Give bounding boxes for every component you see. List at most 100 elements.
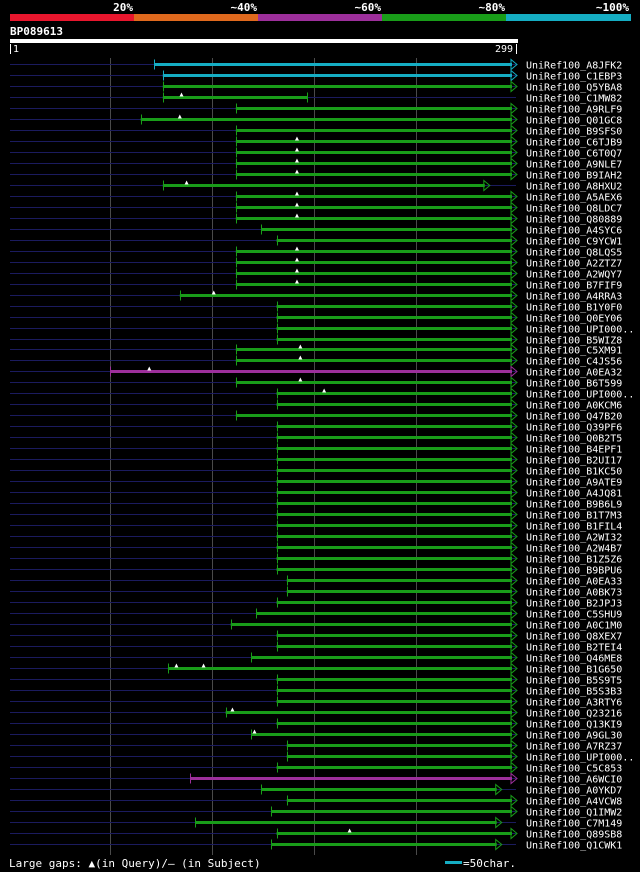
hit-label[interactable]: UniRef100_B5S3B3: [526, 687, 622, 698]
hit-label[interactable]: UniRef100_C5SHU9: [526, 610, 622, 621]
hit-label[interactable]: UniRef100_A3RTY6: [526, 698, 622, 709]
hit-label[interactable]: UniRef100_Q0EY06: [526, 314, 622, 325]
hit-label[interactable]: UniRef100_C4JS56: [526, 357, 622, 368]
hit-label[interactable]: UniRef100_A5AEX6: [526, 193, 622, 204]
hit-row[interactable]: UniRef100_Q8LDC7: [10, 201, 622, 215]
hit-row[interactable]: UniRef100_B9SFS0: [10, 124, 622, 138]
hit-row[interactable]: UniRef100_C5SHU9: [10, 607, 622, 621]
hit-label[interactable]: UniRef100_Q23216: [526, 709, 622, 720]
hit-label[interactable]: UniRef100_B2TEI4: [526, 643, 622, 654]
hit-label[interactable]: UniRef100_Q80889: [526, 215, 622, 226]
hit-row[interactable]: UniRef100_A5AEX6: [10, 190, 622, 204]
hit-label[interactable]: UniRef100_Q1CWK1: [526, 841, 622, 852]
hit-row[interactable]: UniRef100_Q13KI9: [10, 717, 622, 731]
hit-row[interactable]: UniRef100_B1FIL4: [10, 519, 622, 533]
hit-label[interactable]: UniRef100_A8HXU2: [526, 182, 622, 193]
hit-label[interactable]: UniRef100_C1EBP3: [526, 72, 622, 83]
hit-row[interactable]: UniRef100_A0YKD7: [10, 783, 622, 797]
hit-row[interactable]: UniRef100_A9NLE7: [10, 157, 622, 171]
hit-row[interactable]: UniRef100_Q1CWK1: [10, 838, 622, 852]
hit-row[interactable]: UniRef100_B5S9T5: [10, 673, 622, 687]
hit-label[interactable]: UniRef100_B1FIL4: [526, 522, 622, 533]
hit-row[interactable]: UniRef100_B9B6L9: [10, 497, 622, 511]
hit-row[interactable]: UniRef100_A0KCM6: [10, 398, 622, 412]
hit-label[interactable]: UniRef100_Q46ME8: [526, 654, 622, 665]
hit-label[interactable]: UniRef100_A9ATE9: [526, 478, 622, 489]
hit-label[interactable]: UniRef100_A4VCW8: [526, 797, 622, 808]
hit-row[interactable]: UniRef100_Q01GC8: [10, 113, 622, 127]
hit-label[interactable]: UniRef100_A9RLF9: [526, 105, 622, 116]
hit-row[interactable]: UniRef100_B5S3B3: [10, 684, 622, 698]
hit-label[interactable]: UniRef100_B7FIF9: [526, 281, 622, 292]
hit-row[interactable]: UniRef100_Q80889: [10, 212, 622, 226]
hit-row[interactable]: UniRef100_Q0B2T5: [10, 431, 622, 445]
hit-label[interactable]: UniRef100_B6T599: [526, 379, 622, 390]
hit-label[interactable]: UniRef100_A0EA32: [526, 368, 622, 379]
hit-row[interactable]: UniRef100_C6T0Q7: [10, 146, 622, 160]
hit-row[interactable]: UniRef100_A4RRA3: [10, 289, 622, 303]
hit-label[interactable]: UniRef100_C5XM91: [526, 346, 622, 357]
hit-label[interactable]: UniRef100_A4SYC6: [526, 226, 622, 237]
hit-label[interactable]: UniRef100_B2JPJ3: [526, 599, 622, 610]
hit-row[interactable]: UniRef100_Q8LQS5: [10, 245, 622, 259]
hit-row[interactable]: UniRef100_A0C1M0: [10, 618, 622, 632]
hit-row[interactable]: UniRef100_A2WQY7: [10, 267, 622, 281]
hit-row[interactable]: UniRef100_Q23216: [10, 706, 622, 720]
hit-label[interactable]: UniRef100_B9B6L9: [526, 500, 622, 511]
hit-row[interactable]: UniRef100_B6T599: [10, 376, 622, 390]
hit-row[interactable]: UniRef100_Q46ME8: [10, 651, 622, 665]
hit-row[interactable]: UniRef100_C5XM91: [10, 343, 622, 357]
hit-row[interactable]: UniRef100_Q8XEX7: [10, 629, 622, 643]
hit-label[interactable]: UniRef100_Q01GC8: [526, 116, 622, 127]
hit-row[interactable]: UniRef100_A4SYC6: [10, 223, 622, 237]
hit-label[interactable]: UniRef100_A2WQY7: [526, 270, 622, 281]
hit-label[interactable]: UniRef100_B1T7M3: [526, 511, 622, 522]
hit-label[interactable]: UniRef100_A0YKD7: [526, 786, 622, 797]
hit-label[interactable]: UniRef100_A0C1M0: [526, 621, 622, 632]
hit-row[interactable]: UniRef100_C7M149: [10, 816, 622, 830]
hit-row[interactable]: UniRef100_A3RTY6: [10, 695, 622, 709]
hit-label[interactable]: UniRef100_Q39PF6: [526, 423, 622, 434]
hit-label[interactable]: UniRef100_C9YCW1: [526, 237, 622, 248]
hit-label[interactable]: UniRef100_Q5YBA8: [526, 83, 622, 94]
hit-label[interactable]: UniRef100_Q8LDC7: [526, 204, 622, 215]
hit-label[interactable]: UniRef100_A0BK73: [526, 588, 622, 599]
hit-row[interactable]: UniRef100_B1Z5Z6: [10, 552, 622, 566]
hit-row[interactable]: UniRef100_A8JFK2: [10, 58, 622, 72]
hit-row[interactable]: UniRef100_C9YCW1: [10, 234, 622, 248]
hit-label[interactable]: UniRef100_Q8XEX7: [526, 632, 622, 643]
hit-row[interactable]: UniRef100_A0EA32: [10, 365, 622, 379]
hit-row[interactable]: UniRef100_C1EBP3: [10, 69, 622, 83]
hit-row[interactable]: UniRef100_A4JQ81: [10, 486, 622, 500]
hit-row[interactable]: UniRef100_C5C853: [10, 761, 622, 775]
hit-label[interactable]: UniRef100_B1Y0F0: [526, 303, 622, 314]
hit-label[interactable]: UniRef100_Q13KI9: [526, 720, 622, 731]
hit-row[interactable]: UniRef100_A2WI32: [10, 530, 622, 544]
hit-label[interactable]: UniRef100_A7RZ37: [526, 742, 622, 753]
hit-label[interactable]: UniRef100_A0KCM6: [526, 401, 622, 412]
hit-label[interactable]: UniRef100_B5WIZ8: [526, 336, 622, 347]
hit-label[interactable]: UniRef100_B1Z5Z6: [526, 555, 622, 566]
hit-row[interactable]: UniRef100_B2TEI4: [10, 640, 622, 654]
hit-label[interactable]: UniRef100_C5C853: [526, 764, 622, 775]
hit-label[interactable]: UniRef100_B4EPF1: [526, 445, 622, 456]
hit-row[interactable]: UniRef100_UPI000..: [10, 322, 634, 336]
hit-row[interactable]: UniRef100_B1T7M3: [10, 508, 622, 522]
hit-row[interactable]: UniRef100_A4VCW8: [10, 794, 622, 808]
hit-row[interactable]: UniRef100_Q39PF6: [10, 420, 622, 434]
hit-row[interactable]: UniRef100_B1KC50: [10, 464, 622, 478]
hit-label[interactable]: UniRef100_B1KC50: [526, 467, 622, 478]
hit-label[interactable]: UniRef100_Q89SB8: [526, 830, 622, 841]
hit-row[interactable]: UniRef100_A9RLF9: [10, 102, 622, 116]
hit-label[interactable]: UniRef100_B1G650: [526, 665, 622, 676]
hit-label[interactable]: UniRef100_A0EA33: [526, 577, 622, 588]
hit-label[interactable]: UniRef100_A2W4B7: [526, 544, 622, 555]
hit-row[interactable]: UniRef100_A2W4B7: [10, 541, 622, 555]
hit-row[interactable]: UniRef100_Q89SB8: [10, 827, 622, 841]
hit-row[interactable]: UniRef100_C4JS56: [10, 354, 622, 368]
hit-row[interactable]: UniRef100_UPI000..: [10, 387, 634, 401]
hit-row[interactable]: UniRef100_C6TJB9: [10, 135, 622, 149]
hit-row[interactable]: UniRef100_A7RZ37: [10, 739, 622, 753]
hit-label[interactable]: UniRef100_Q1IMW2: [526, 808, 622, 819]
hit-row[interactable]: UniRef100_B1G650: [10, 662, 622, 676]
